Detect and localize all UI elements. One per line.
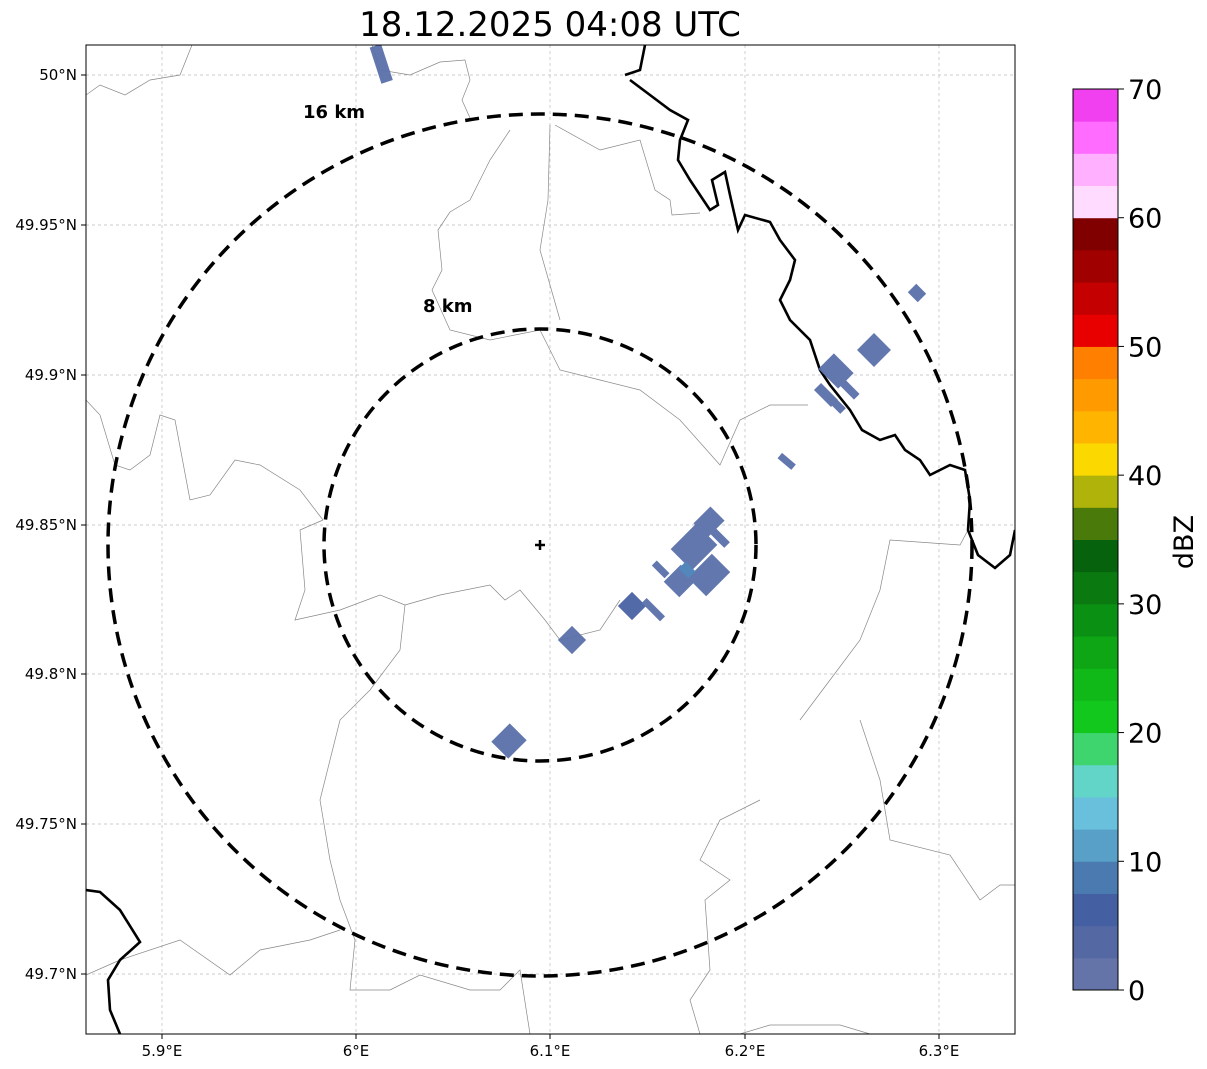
colorbar-bin	[1073, 829, 1118, 862]
radar-site-marker	[535, 540, 545, 550]
colorbar-tick-label: 0	[1128, 976, 1145, 1007]
colorbar-bin	[1073, 507, 1118, 540]
colorbar-bin	[1073, 378, 1118, 412]
lat-tick-label: 49.95°N	[15, 216, 77, 234]
colorbar-bin	[1073, 475, 1118, 508]
lat-tick-label: 49.9°N	[25, 366, 77, 384]
colorbar-bin	[1073, 153, 1118, 187]
lon-tick-label: 6.2°E	[725, 1042, 766, 1060]
colorbar-bin	[1073, 796, 1118, 830]
colorbar-bin	[1073, 700, 1118, 734]
colorbar-tick-label: 40	[1128, 461, 1162, 492]
lat-tick-label: 49.75°N	[15, 815, 77, 833]
colorbar-bin	[1073, 217, 1118, 251]
colorbar-bin	[1073, 249, 1118, 283]
colorbar-bin	[1073, 185, 1118, 219]
lon-tick-label: 5.9°E	[142, 1042, 183, 1060]
colorbar-bin	[1073, 539, 1118, 573]
lon-tick-label: 6.3°E	[919, 1042, 960, 1060]
colorbar-tick-label: 30	[1128, 590, 1162, 621]
range-label-8km: 8 km	[423, 296, 473, 317]
colorbar-bin	[1073, 732, 1118, 766]
colorbar-tick-label: 10	[1128, 847, 1162, 878]
colorbar-tick-label: 70	[1128, 75, 1162, 106]
map-frame	[85, 44, 1016, 1035]
colorbar-bin	[1073, 346, 1118, 380]
colorbar-bin	[1073, 603, 1118, 637]
colorbar-bin	[1073, 764, 1118, 798]
colorbar-bin	[1073, 668, 1118, 701]
colorbar-bin	[1073, 861, 1118, 894]
longitude-ticks: 5.9°E 6°E 6.1°E 6.2°E 6.3°E	[142, 1034, 960, 1060]
colorbar-bin	[1073, 282, 1118, 315]
colorbar-bin	[1073, 410, 1118, 444]
colorbar-bin	[1073, 89, 1118, 122]
colorbar: 0 10 20 30 40 50 60 70	[1072, 75, 1162, 1007]
radar-echoes	[369, 45, 927, 759]
colorbar-bin	[1073, 957, 1118, 991]
lat-tick-label: 49.85°N	[15, 516, 77, 534]
map-title: 18.12.2025 04:08 UTC	[359, 5, 741, 45]
range-ring-16km	[106, 112, 974, 978]
colorbar-tick-label: 60	[1128, 204, 1162, 235]
range-ring-8km	[322, 327, 758, 763]
range-label-16km: 16 km	[303, 102, 365, 123]
lon-tick-label: 6°E	[343, 1042, 370, 1060]
colorbar-label: dBZ	[1169, 515, 1200, 569]
admin-borders	[86, 45, 1015, 1034]
lon-tick-label: 6.1°E	[530, 1042, 571, 1060]
colorbar-tick-label: 20	[1128, 719, 1162, 750]
colorbar-bin	[1073, 636, 1118, 669]
lat-tick-label: 49.7°N	[25, 965, 77, 983]
colorbar-bin	[1073, 442, 1118, 476]
lat-tick-label: 50°N	[39, 66, 77, 84]
colorbar-bin	[1073, 571, 1118, 605]
colorbar-bin	[1073, 893, 1118, 927]
colorbar-bin	[1073, 925, 1118, 959]
colorbar-bin	[1073, 314, 1118, 347]
colorbar-tick-label: 50	[1128, 332, 1162, 363]
range-rings	[106, 112, 974, 978]
latitude-ticks: 50°N 49.95°N 49.9°N 49.85°N 49.8°N 49.75°N 49.…	[15, 66, 86, 983]
colorbar-frame	[1072, 88, 1119, 991]
lat-tick-label: 49.8°N	[25, 665, 77, 683]
gridlines	[86, 45, 1015, 1034]
colorbar-bin	[1073, 121, 1118, 154]
country-borders	[86, 45, 1015, 1034]
